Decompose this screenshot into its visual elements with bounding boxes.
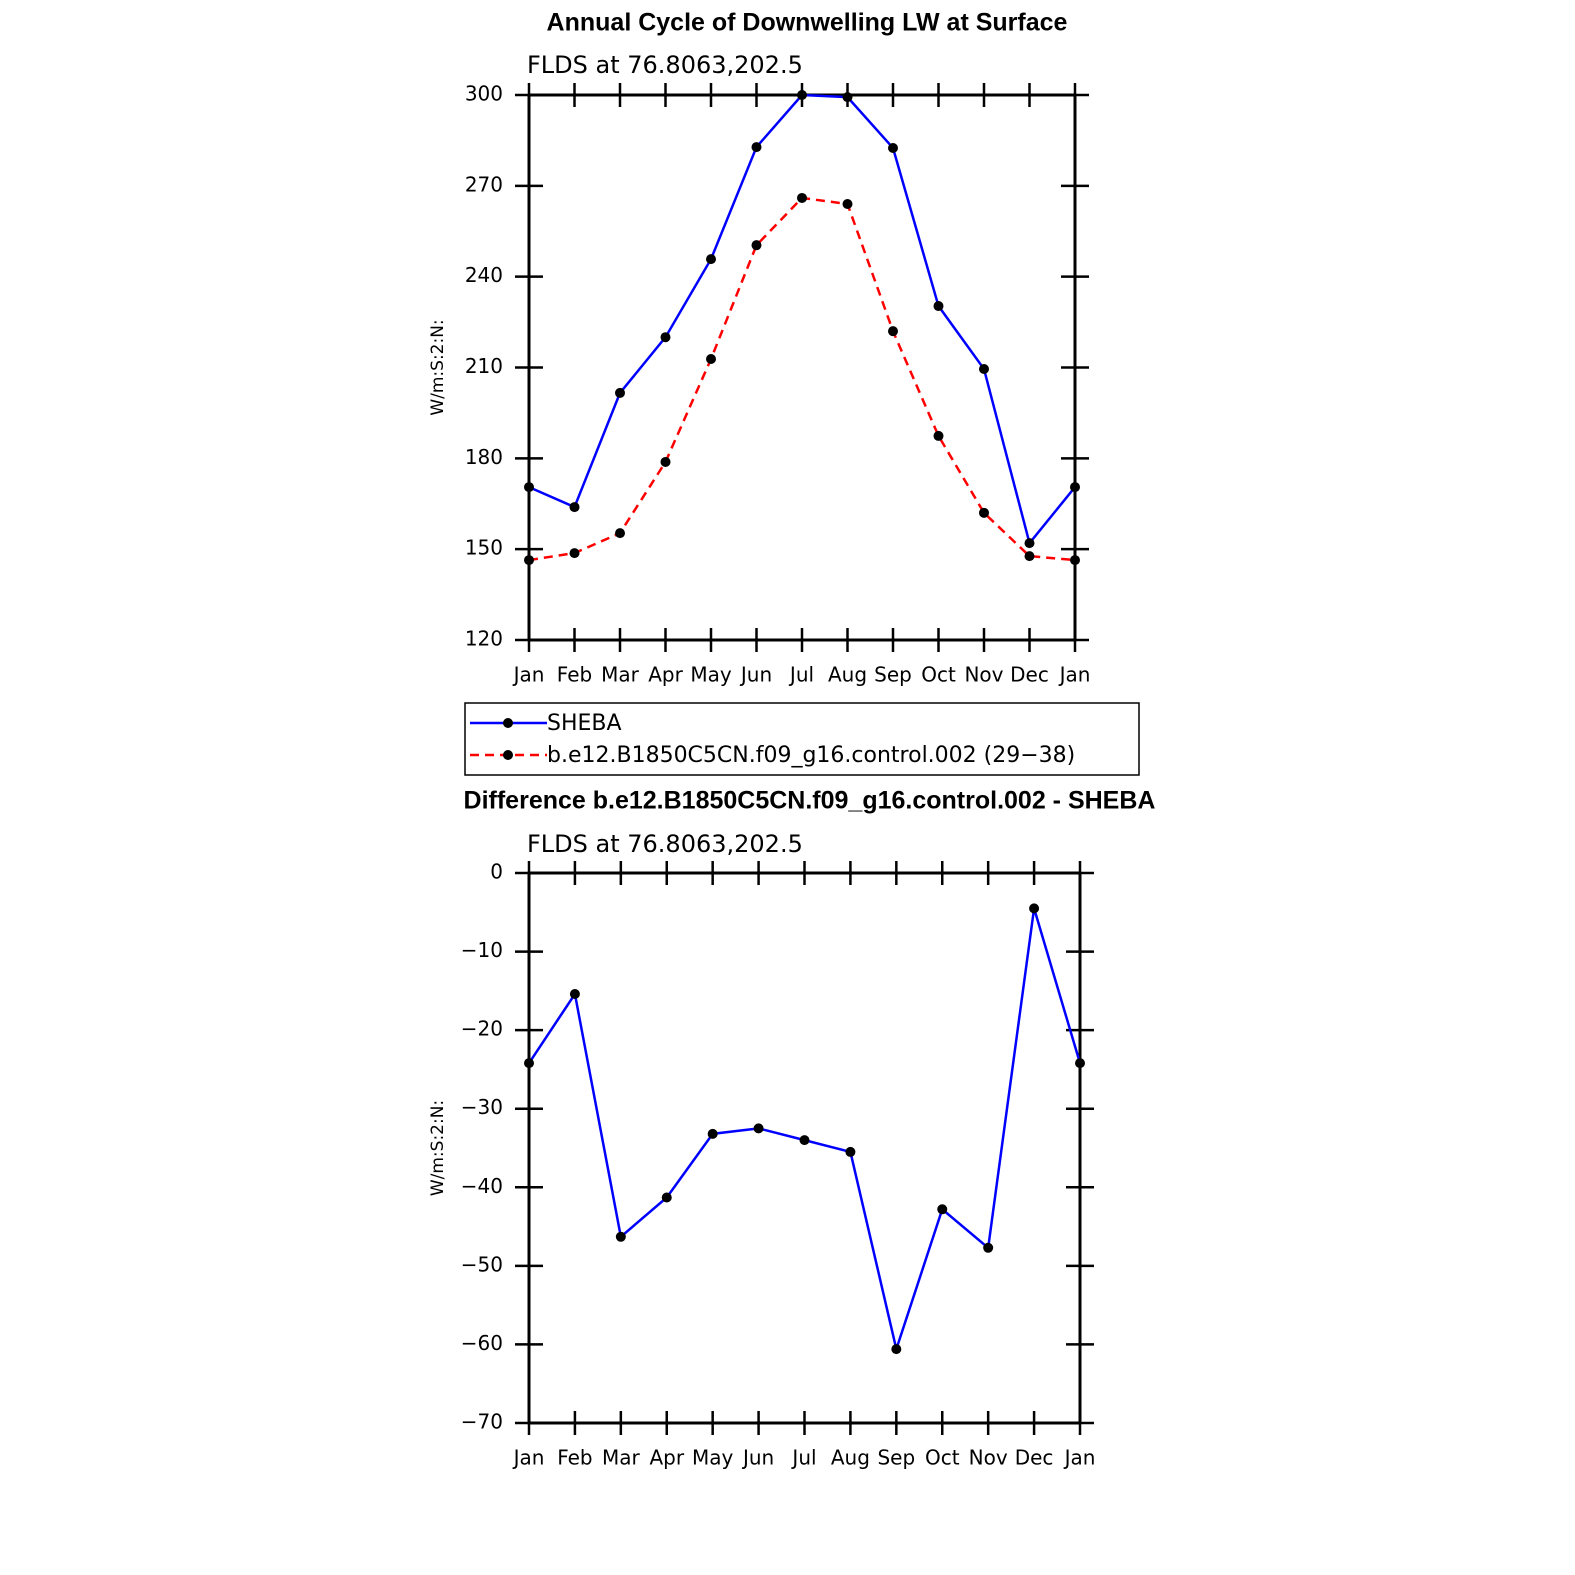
x-tick-label: Aug [831,1446,870,1470]
legend-box [464,702,1140,776]
x-tick-label: Dec [1015,1446,1054,1470]
data-point [845,1146,856,1157]
data-point [797,192,807,203]
chart-title: Annual Cycle of Downwelling LW at Surfac… [547,9,1068,37]
data-point [979,364,989,375]
data-point [933,301,944,312]
x-tick-label: Jul [788,663,814,687]
x-tick-label: Jan [1063,1446,1096,1470]
y-tick-label: −70 [461,1410,503,1434]
y-axis-label: W/m:S:2:N: [428,319,448,415]
data-point [1024,538,1035,549]
data-point [524,1058,534,1069]
data-point [707,1128,718,1139]
subtitle: FLDS at 76.8063,202.5 [527,830,803,858]
x-tick-label: May [690,663,732,687]
data-point [1029,903,1040,914]
data-point [524,482,534,493]
x-tick-label: Jan [1058,663,1091,687]
data-point [842,199,853,209]
x-tick-label: Mar [601,663,640,687]
legend-marker [503,750,513,760]
data-point [979,507,989,518]
y-tick-label: 180 [465,445,503,469]
chart-title: Difference b.e12.B1850C5CN.f09_g16.contr… [464,787,1156,815]
x-tick-label: Aug [828,663,867,687]
plot-frame [527,93,1077,642]
data-point [706,354,716,365]
y-tick-label: −60 [461,1331,503,1355]
x-tick-label: Sep [874,663,912,687]
x-tick-label: Oct [925,1446,960,1470]
x-tick-label: Mar [602,1446,641,1470]
series-line [527,908,1082,1354]
data-point [799,1135,810,1146]
data-point [1070,482,1080,493]
data-point [615,1231,626,1242]
x-tick-label: Apr [648,663,683,687]
data-point [751,240,762,251]
series-line [528,93,1076,546]
data-point [797,90,807,100]
data-point [937,1204,948,1215]
y-tick-label: 120 [465,627,503,651]
y-tick-label: −30 [461,1095,503,1119]
x-tick-label: Feb [557,1446,592,1470]
x-tick-label: May [692,1446,734,1470]
data-point [888,326,898,337]
data-point [569,502,580,513]
legend-label: b.e12.B1850C5CN.f09_g16.control.002 (29−… [547,743,1075,768]
y-tick-label: 0 [490,860,503,884]
data-point [983,1242,994,1253]
y-tick-label: 300 [465,82,503,106]
y-tick-label: 240 [465,263,503,287]
y-tick-label: −40 [461,1174,503,1198]
data-point [891,1344,902,1355]
subtitle: FLDS at 76.8063,202.5 [527,51,803,79]
x-tick-label: Dec [1010,663,1049,687]
y-tick-label: −20 [461,1017,503,1041]
data-point [751,142,762,153]
data-point [524,555,534,566]
x-tick-label: Jun [741,1446,774,1470]
x-tick-label: Nov [964,663,1003,687]
y-axis-label: W/m:S:2:N: [428,1100,448,1196]
data-point [753,1123,764,1134]
y-tick-label: −50 [461,1252,503,1276]
plot-frame [527,871,1082,1425]
data-point [615,387,625,398]
legend-label: SHEBA [547,711,622,736]
x-tick-label: Oct [921,663,956,687]
data-point [661,1192,672,1203]
y-tick-label: 270 [465,172,503,196]
y-tick-label: 150 [465,536,503,560]
series-line [528,196,1076,562]
legend-marker [503,718,513,728]
x-tick-label: Jun [739,663,772,687]
data-point [569,548,580,559]
data-point [615,528,625,539]
data-point [660,332,671,343]
data-point [706,254,716,265]
x-tick-label: Jul [790,1446,816,1470]
x-tick-label: Nov [969,1446,1008,1470]
x-tick-label: Apr [649,1446,684,1470]
x-tick-label: Sep [877,1446,915,1470]
data-point [842,92,853,103]
data-point [1024,551,1035,562]
data-point [569,989,580,999]
data-point [660,456,671,467]
y-tick-label: −10 [461,938,503,962]
data-point [933,430,944,441]
data-point [1070,555,1080,566]
data-point [1075,1058,1085,1069]
x-tick-label: Feb [557,663,592,687]
x-tick-label: Jan [512,1446,545,1470]
data-point [888,142,898,153]
y-tick-label: 210 [465,354,503,378]
x-tick-label: Jan [512,663,545,687]
